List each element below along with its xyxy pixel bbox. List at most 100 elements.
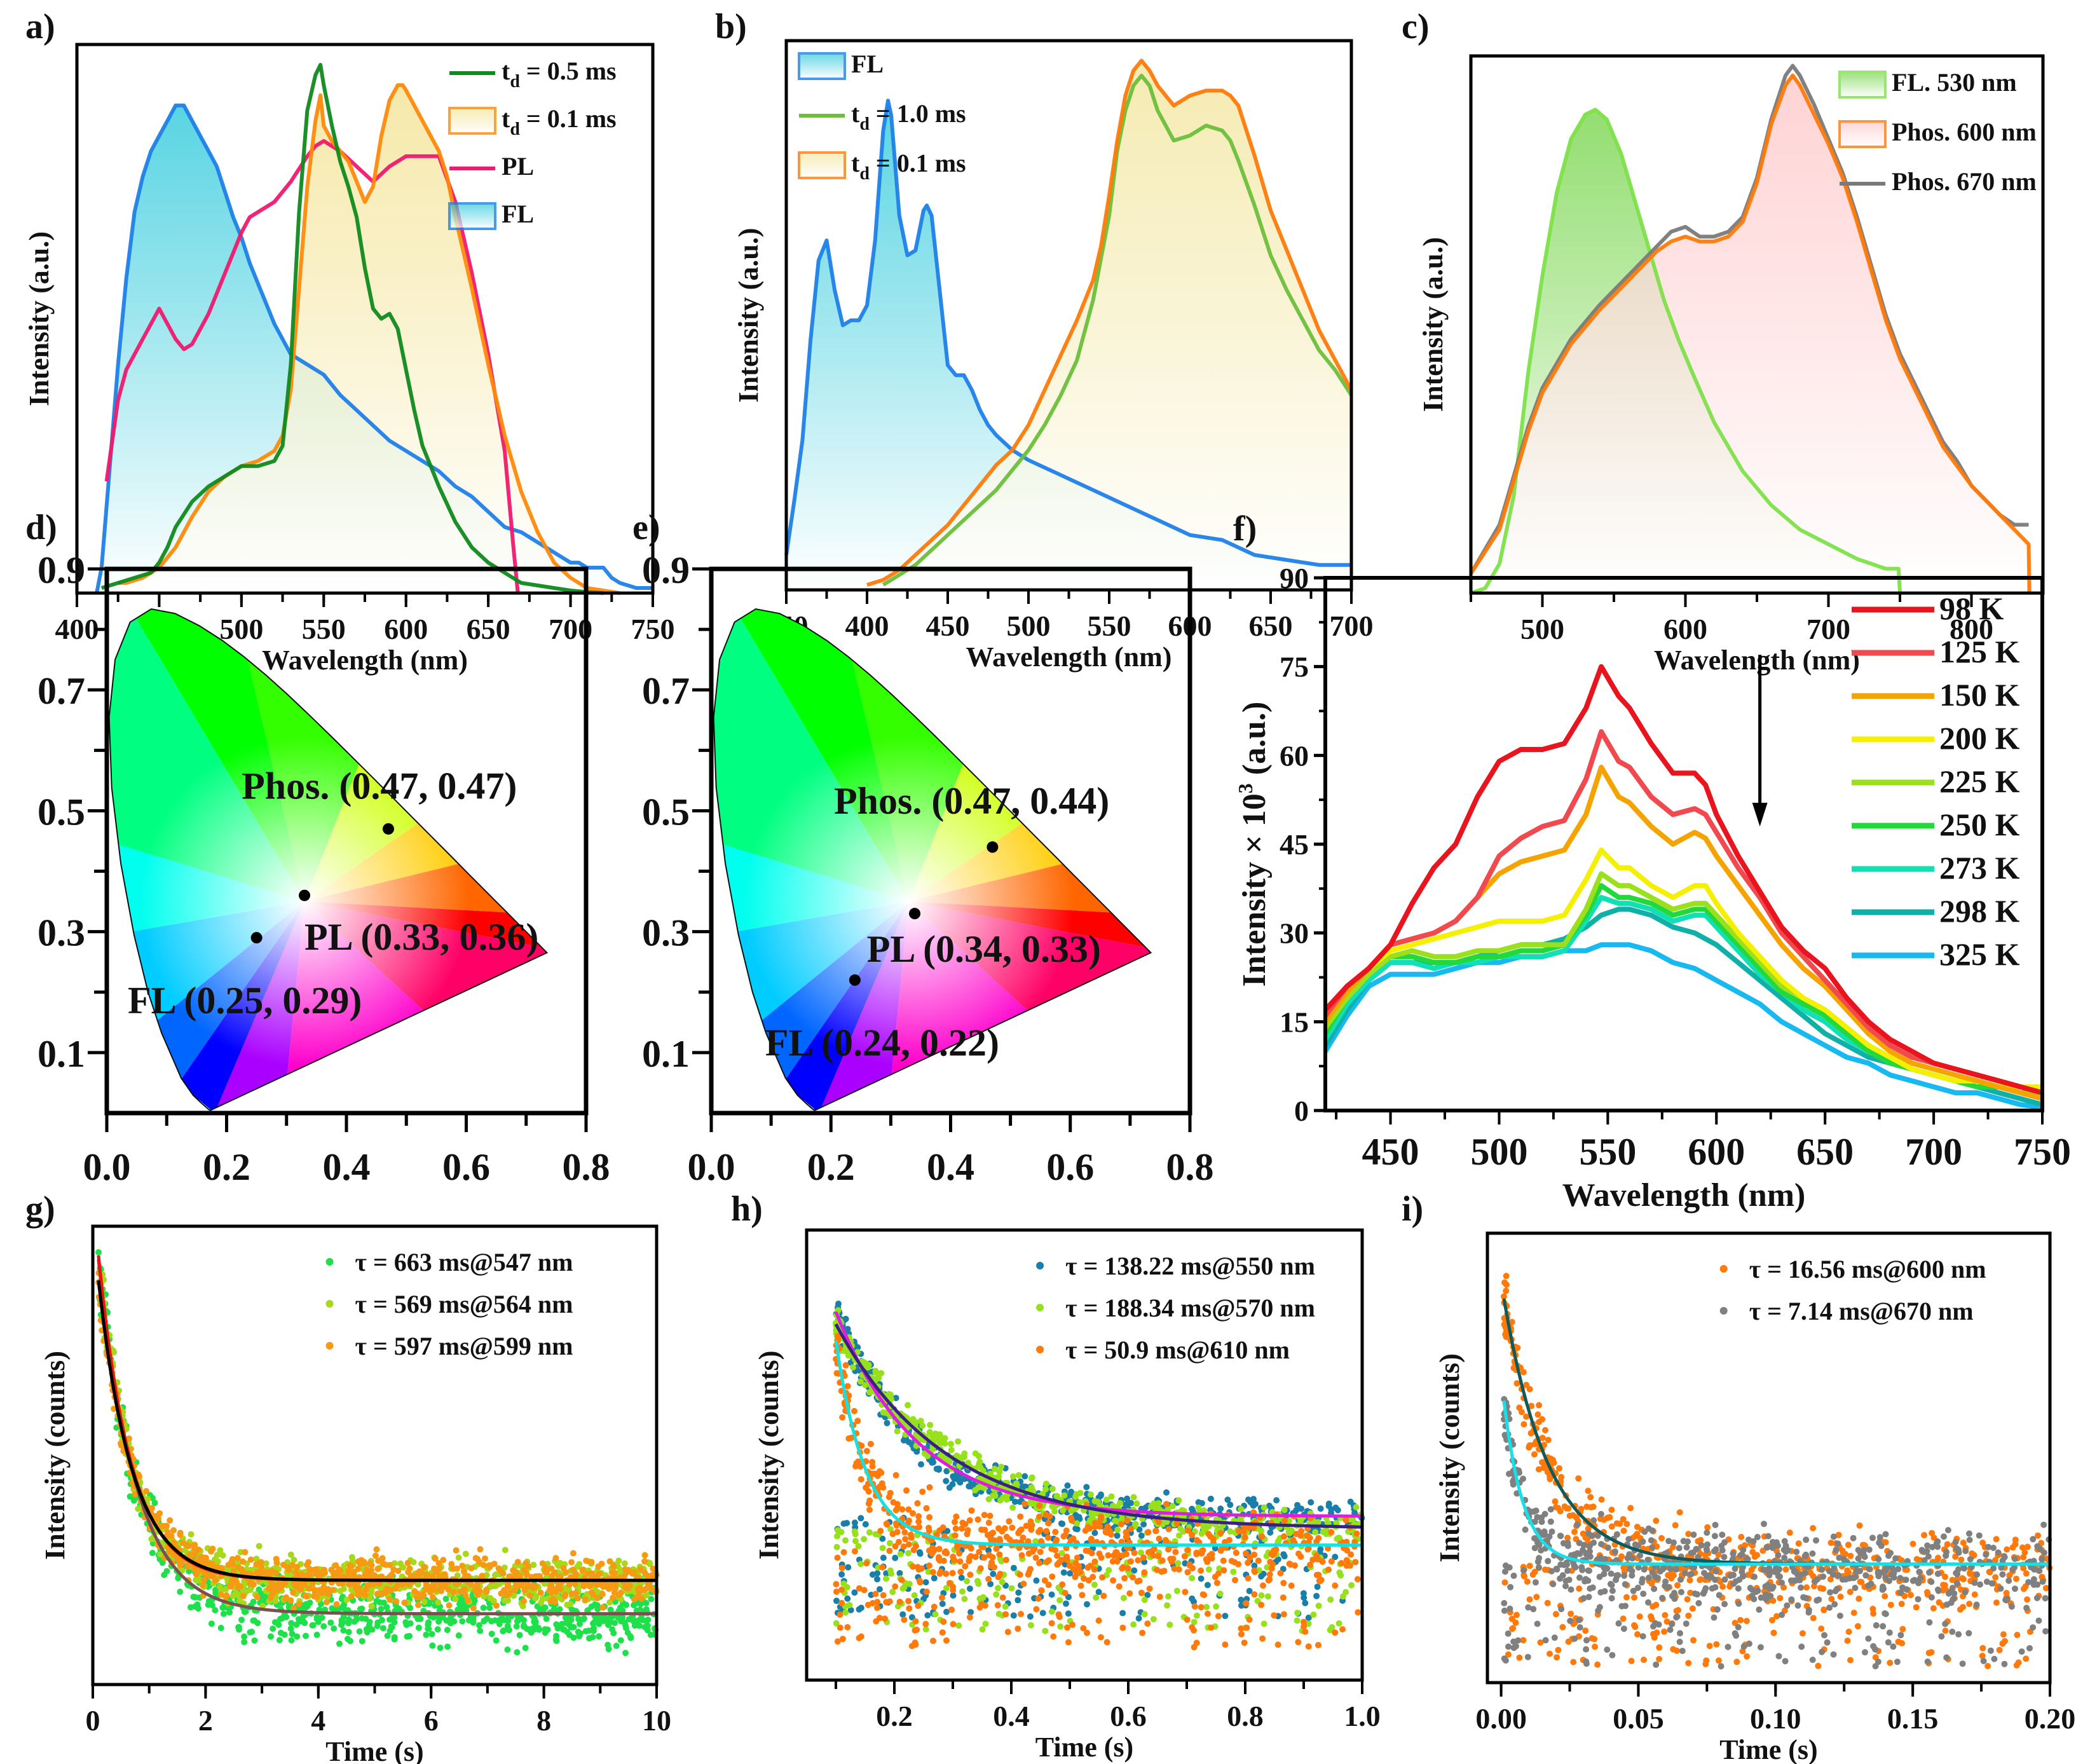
data-point (1661, 1628, 1668, 1635)
data-point (918, 1461, 924, 1468)
data-point (130, 1497, 137, 1504)
data-point (1213, 1580, 1220, 1587)
data-point (1260, 1582, 1266, 1589)
data-point (434, 1626, 441, 1633)
data-point (191, 1603, 198, 1610)
data-point (1317, 1505, 1324, 1512)
data-point (157, 1551, 164, 1558)
data-point (318, 1614, 325, 1621)
data-point (543, 1568, 550, 1575)
data-point (241, 1633, 248, 1640)
data-point (892, 1472, 899, 1479)
data-point (435, 1618, 442, 1625)
data-point (851, 1589, 858, 1596)
data-point (217, 1547, 224, 1554)
data-point (506, 1589, 513, 1596)
data-point (844, 1595, 851, 1602)
series-line-0 (784, 99, 1351, 567)
data-point (996, 1536, 1003, 1543)
y-axis-label: Intensity (a.u.) (1417, 237, 1449, 412)
data-point (968, 1507, 975, 1514)
data-point (1598, 1496, 1605, 1503)
data-point (1009, 1524, 1016, 1531)
data-point (1310, 1611, 1317, 1618)
data-point (220, 1610, 227, 1617)
data-point (1503, 1287, 1510, 1294)
data-point (1554, 1654, 1561, 1661)
data-point (966, 1614, 973, 1621)
data-point (911, 1592, 918, 1599)
data-point (1845, 1629, 1852, 1635)
data-point (962, 1563, 969, 1569)
data-point (950, 1621, 957, 1627)
data-point (1737, 1617, 1744, 1624)
data-point (339, 1604, 346, 1611)
data-point (1089, 1573, 1096, 1580)
data-point (331, 1625, 338, 1632)
data-point (1198, 1530, 1205, 1537)
data-point (903, 1487, 910, 1494)
data-point (1002, 1557, 1009, 1563)
data-point (595, 1563, 602, 1570)
data-point (1105, 1567, 1112, 1574)
data-point (1074, 1569, 1080, 1576)
x-tick-label: 0.6 (1046, 1146, 1094, 1188)
data-point (630, 1617, 637, 1624)
data-point (294, 1633, 301, 1640)
data-point (594, 1595, 601, 1602)
cie-point-label: FL (0.24, 0.22) (765, 1022, 999, 1064)
data-point (610, 1630, 617, 1637)
data-point (641, 1558, 648, 1565)
data-point (368, 1562, 375, 1569)
x-tick-label: 450 (1362, 1131, 1419, 1173)
data-point (1002, 1603, 1009, 1610)
cie-point-label: PL (0.34, 0.33) (867, 928, 1101, 970)
y-tick-label: 45 (1280, 828, 1309, 861)
data-point (1008, 1585, 1015, 1592)
x-tick-label: 10 (642, 1704, 671, 1737)
data-point (235, 1591, 242, 1598)
data-point (2002, 1638, 2008, 1644)
y-tick-label: 0.9 (642, 549, 690, 591)
data-point (1145, 1529, 1152, 1536)
data-point (500, 1627, 507, 1634)
data-point (391, 1636, 398, 1643)
data-point (1294, 1610, 1301, 1617)
data-point (1328, 1529, 1335, 1536)
data-point (932, 1430, 939, 1437)
data-point (943, 1550, 950, 1557)
data-point (915, 1518, 922, 1525)
data-point (306, 1569, 313, 1576)
data-point (336, 1640, 343, 1647)
data-point (479, 1573, 486, 1580)
y-axis-label: Intensity (counts) (753, 1351, 784, 1560)
data-point (874, 1604, 880, 1611)
data-point (1228, 1557, 1235, 1564)
data-point (445, 1586, 452, 1593)
data-point (276, 1637, 283, 1644)
data-point (369, 1626, 376, 1633)
x-tick-label: 700 (1905, 1131, 1962, 1173)
data-point (531, 1618, 538, 1625)
data-point (1744, 1653, 1751, 1660)
data-point (1570, 1658, 1577, 1665)
data-point (1013, 1480, 1020, 1487)
data-point (1049, 1486, 1056, 1493)
data-point (378, 1617, 385, 1624)
series-line-0 (1470, 107, 1902, 595)
data-point (373, 1546, 380, 1553)
legend-label-main: Phos. 670 nm (1892, 167, 2037, 196)
data-point (975, 1580, 982, 1587)
x-tick-label: 450 (926, 610, 970, 642)
data-point (442, 1596, 449, 1603)
data-point (379, 1625, 386, 1632)
data-point (955, 1438, 962, 1445)
data-point (985, 1576, 992, 1582)
data-point (1306, 1535, 1313, 1542)
data-point (865, 1488, 872, 1495)
data-point (519, 1603, 526, 1610)
data-point (927, 1421, 934, 1428)
data-point (1050, 1633, 1057, 1640)
data-point (1271, 1612, 1278, 1619)
